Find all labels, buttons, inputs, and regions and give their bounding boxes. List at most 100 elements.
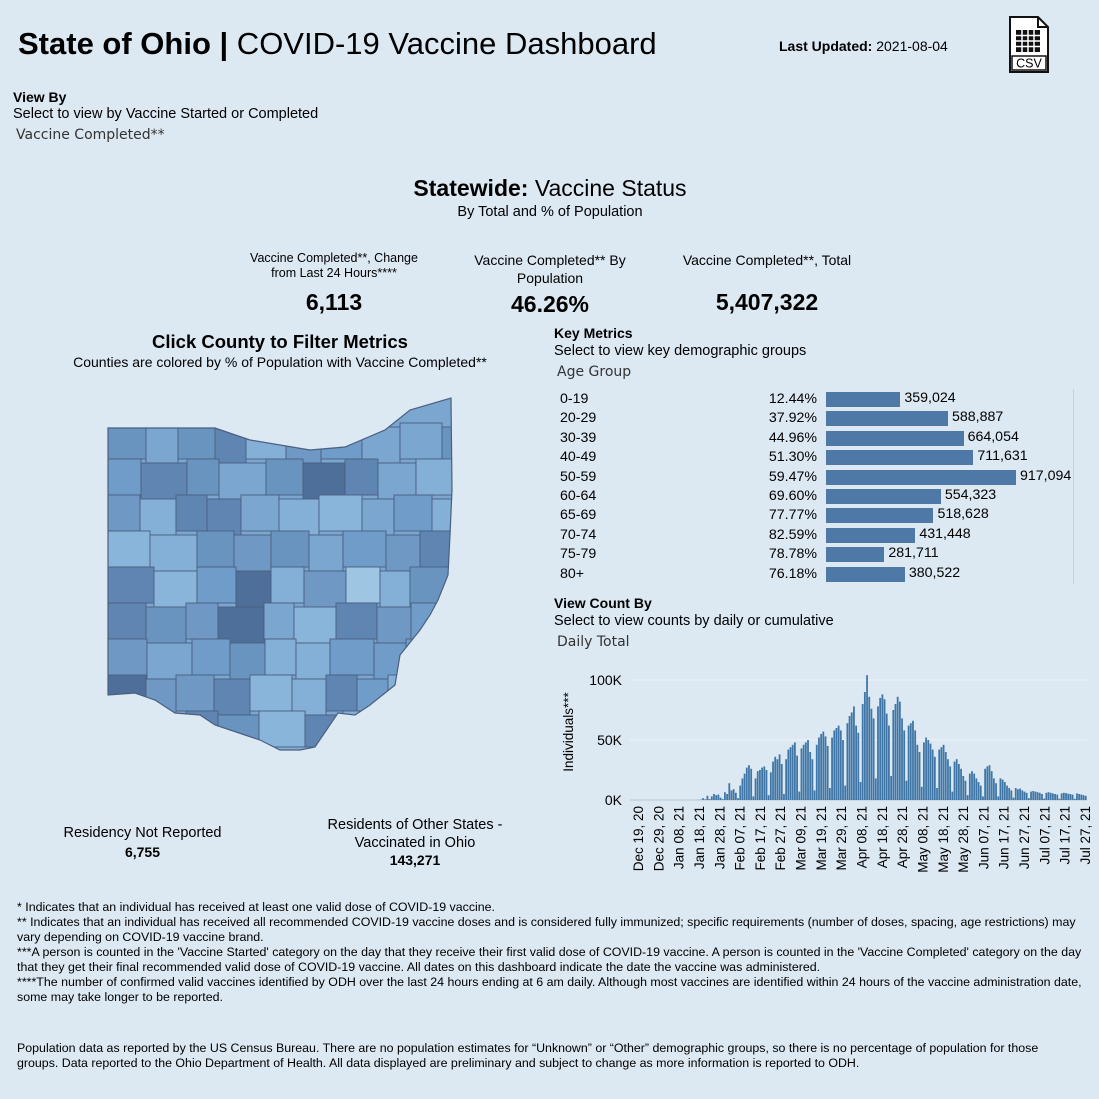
daily-bar[interactable] xyxy=(1056,794,1059,800)
daily-bar[interactable] xyxy=(1032,791,1035,800)
age-row[interactable]: 30-39 44.96% 664,054 xyxy=(560,429,1080,449)
daily-bar[interactable] xyxy=(754,778,757,800)
daily-bar[interactable] xyxy=(918,752,921,800)
county[interactable] xyxy=(318,494,363,532)
county[interactable] xyxy=(387,714,427,751)
daily-bar[interactable] xyxy=(931,749,934,800)
age-group-bar[interactable] xyxy=(826,547,885,563)
daily-bar[interactable] xyxy=(1043,798,1046,800)
daily-bar[interactable] xyxy=(1078,794,1081,800)
daily-bar[interactable] xyxy=(953,761,956,800)
county[interactable] xyxy=(108,602,147,640)
daily-bar[interactable] xyxy=(809,752,812,800)
daily-bar[interactable] xyxy=(883,699,886,800)
daily-bar[interactable] xyxy=(1038,792,1041,800)
county[interactable] xyxy=(235,570,272,608)
county[interactable] xyxy=(265,458,304,496)
daily-bar[interactable] xyxy=(912,720,914,800)
daily-bar[interactable] xyxy=(765,770,768,800)
county[interactable] xyxy=(313,751,356,780)
county[interactable] xyxy=(187,746,226,780)
daily-bar[interactable] xyxy=(909,723,912,800)
age-row[interactable]: 40-49 51.30% 711,631 xyxy=(560,448,1080,468)
county[interactable] xyxy=(278,498,320,536)
daily-bar[interactable] xyxy=(853,706,855,800)
daily-bar[interactable] xyxy=(818,737,820,800)
daily-bar[interactable] xyxy=(951,791,954,800)
county[interactable] xyxy=(419,530,460,568)
daily-bar[interactable] xyxy=(813,790,816,800)
daily-bar[interactable] xyxy=(964,780,967,800)
age-row[interactable]: 60-64 69.60% 554,323 xyxy=(560,487,1080,507)
daily-bar[interactable] xyxy=(815,744,818,800)
age-row[interactable]: 20-29 37.92% 588,887 xyxy=(560,409,1080,429)
daily-bar[interactable] xyxy=(839,730,842,800)
county[interactable] xyxy=(361,426,401,464)
daily-bar[interactable] xyxy=(728,783,731,800)
county[interactable] xyxy=(393,494,433,532)
county[interactable] xyxy=(217,606,265,644)
daily-bar[interactable] xyxy=(807,740,809,800)
age-group-bar[interactable] xyxy=(826,527,916,543)
daily-bar[interactable] xyxy=(984,768,987,800)
daily-bar[interactable] xyxy=(966,795,969,800)
county[interactable] xyxy=(214,426,247,464)
daily-bar[interactable] xyxy=(783,794,785,800)
daily-bar[interactable] xyxy=(1062,792,1065,800)
view-count-select[interactable]: Daily Total xyxy=(557,634,630,650)
daily-bar[interactable] xyxy=(885,713,888,800)
county[interactable] xyxy=(379,570,411,608)
daily-bar[interactable] xyxy=(1008,788,1011,800)
daily-bar[interactable] xyxy=(979,785,982,800)
daily-bar[interactable] xyxy=(898,701,901,800)
county[interactable] xyxy=(345,566,381,604)
county[interactable] xyxy=(344,458,379,496)
daily-bar[interactable] xyxy=(793,742,796,800)
county[interactable] xyxy=(145,426,179,464)
daily-bar[interactable] xyxy=(776,759,779,800)
county[interactable] xyxy=(270,566,305,604)
daily-bar[interactable] xyxy=(734,792,737,800)
daily-bar[interactable] xyxy=(1076,793,1078,800)
county[interactable] xyxy=(196,530,235,568)
county[interactable] xyxy=(405,638,448,676)
age-group-bar[interactable] xyxy=(826,411,948,427)
county[interactable] xyxy=(139,498,177,536)
daily-bar[interactable] xyxy=(820,734,823,800)
daily-bar[interactable] xyxy=(874,778,877,800)
daily-bar[interactable] xyxy=(804,742,807,800)
county[interactable] xyxy=(342,530,387,568)
county[interactable] xyxy=(245,422,287,460)
view-by-select[interactable]: Vaccine Completed** xyxy=(16,127,165,143)
county[interactable] xyxy=(233,534,272,572)
daily-bar[interactable] xyxy=(982,796,984,800)
age-group-bar[interactable] xyxy=(826,430,964,446)
county[interactable] xyxy=(308,534,344,572)
daily-bar[interactable] xyxy=(828,788,831,800)
daily-bar[interactable] xyxy=(973,773,976,800)
daily-bar[interactable] xyxy=(879,698,882,800)
age-row[interactable]: 80+ 76.18% 380,522 xyxy=(560,565,1080,585)
county[interactable] xyxy=(443,606,460,644)
county[interactable] xyxy=(146,714,187,751)
daily-bar[interactable] xyxy=(1012,797,1015,800)
daily-bar[interactable] xyxy=(868,696,871,800)
daily-bar[interactable] xyxy=(857,732,860,800)
county[interactable] xyxy=(108,494,141,532)
daily-bar[interactable] xyxy=(855,725,858,800)
county[interactable] xyxy=(146,642,193,680)
daily-bar[interactable] xyxy=(890,776,892,800)
county[interactable] xyxy=(185,602,219,640)
daily-bar[interactable] xyxy=(962,776,965,800)
county[interactable] xyxy=(399,422,443,460)
daily-bar[interactable] xyxy=(737,798,739,800)
daily-bar[interactable] xyxy=(772,761,774,800)
daily-bar[interactable] xyxy=(802,744,805,800)
county[interactable] xyxy=(140,462,188,500)
daily-bar[interactable] xyxy=(1023,791,1026,800)
daily-bar[interactable] xyxy=(811,759,814,800)
daily-bar[interactable] xyxy=(835,728,838,800)
daily-bar[interactable] xyxy=(1041,794,1043,800)
daily-bar[interactable] xyxy=(750,768,753,800)
daily-bar[interactable] xyxy=(866,675,868,800)
